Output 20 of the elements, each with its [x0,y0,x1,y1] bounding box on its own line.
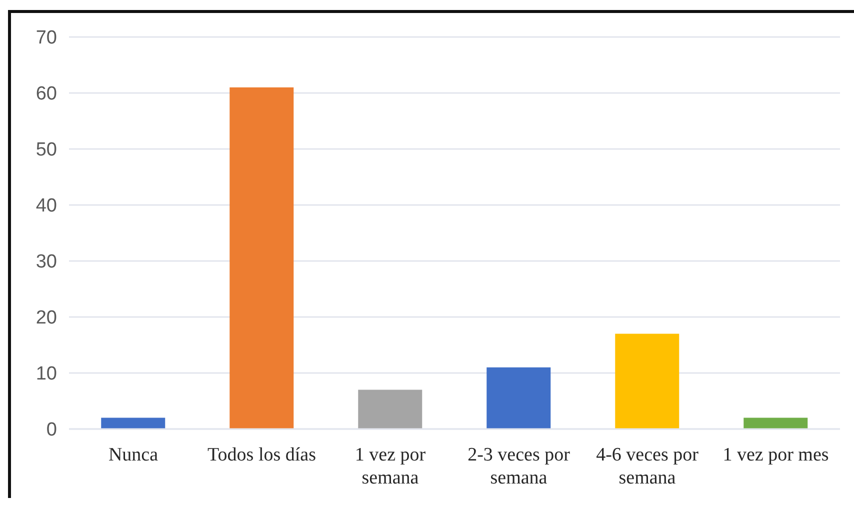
y-tick-label: 20 [36,308,57,329]
y-tick-label: 30 [36,252,57,273]
y-tick-label: 10 [36,364,57,385]
y-tick-label: 50 [36,140,57,161]
bar [486,367,551,429]
bar [615,334,680,429]
y-tick-label: 70 [36,28,57,49]
bar [230,87,294,429]
y-tick-label: 60 [36,84,57,105]
y-tick-label: 0 [46,420,57,441]
y-tick-label: 40 [36,196,57,217]
x-tick-label: Nunca [108,444,159,466]
x-tick-label: 2-3 veces por semana [468,444,571,488]
x-tick-label: 1 vez por semana [354,444,426,488]
bar [358,390,422,429]
x-tick-label: Todos los días [208,444,316,466]
x-tick-label: 4-6 veces por semana [596,444,700,488]
bar [744,418,808,429]
x-tick-label: 1 vez por mes [722,444,829,466]
bar [101,418,166,429]
